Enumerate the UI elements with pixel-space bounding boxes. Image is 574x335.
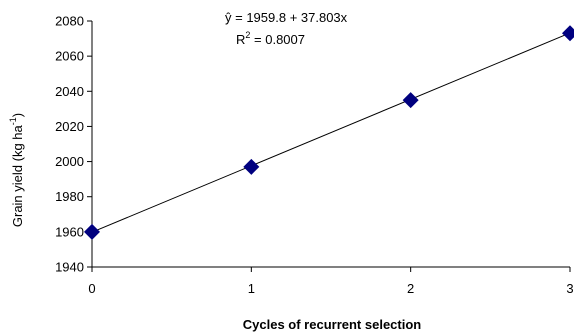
y-axis-title: Grain yield (kg ha-1) <box>8 113 25 227</box>
y-tick-label: 2040 <box>55 84 84 99</box>
y-tick-group: 1940 1960 1980 2000 2020 2040 2060 2080 <box>55 14 92 275</box>
x-tick-label: 3 <box>566 281 573 296</box>
y-tick-label: 2000 <box>55 154 84 169</box>
y-tick-label: 1940 <box>55 260 84 275</box>
x-tick-label: 1 <box>248 281 255 296</box>
trendline <box>91 32 571 233</box>
y-tick-label: 2020 <box>55 119 84 134</box>
y-tick-label: 1980 <box>55 189 84 204</box>
r-squared-label: R2 = 0.8007 <box>236 30 305 47</box>
regression-equation: ŷ = 1959.8 + 37.803x <box>225 10 348 25</box>
y-tick-label: 1960 <box>55 224 84 239</box>
y-tick-label: 2080 <box>55 14 84 29</box>
data-points <box>84 25 574 240</box>
data-point-diamond <box>84 223 100 240</box>
axes <box>91 21 570 268</box>
x-tick-label: 0 <box>88 281 95 296</box>
x-axis-title: Cycles of recurrent selection <box>243 317 422 332</box>
data-point-diamond <box>243 158 260 175</box>
y-tick-label: 2060 <box>55 49 84 64</box>
x-tick-group: 0 1 2 3 <box>88 267 574 296</box>
data-point-diamond <box>562 25 574 42</box>
data-point-diamond <box>402 92 419 109</box>
x-tick-label: 2 <box>407 281 414 296</box>
